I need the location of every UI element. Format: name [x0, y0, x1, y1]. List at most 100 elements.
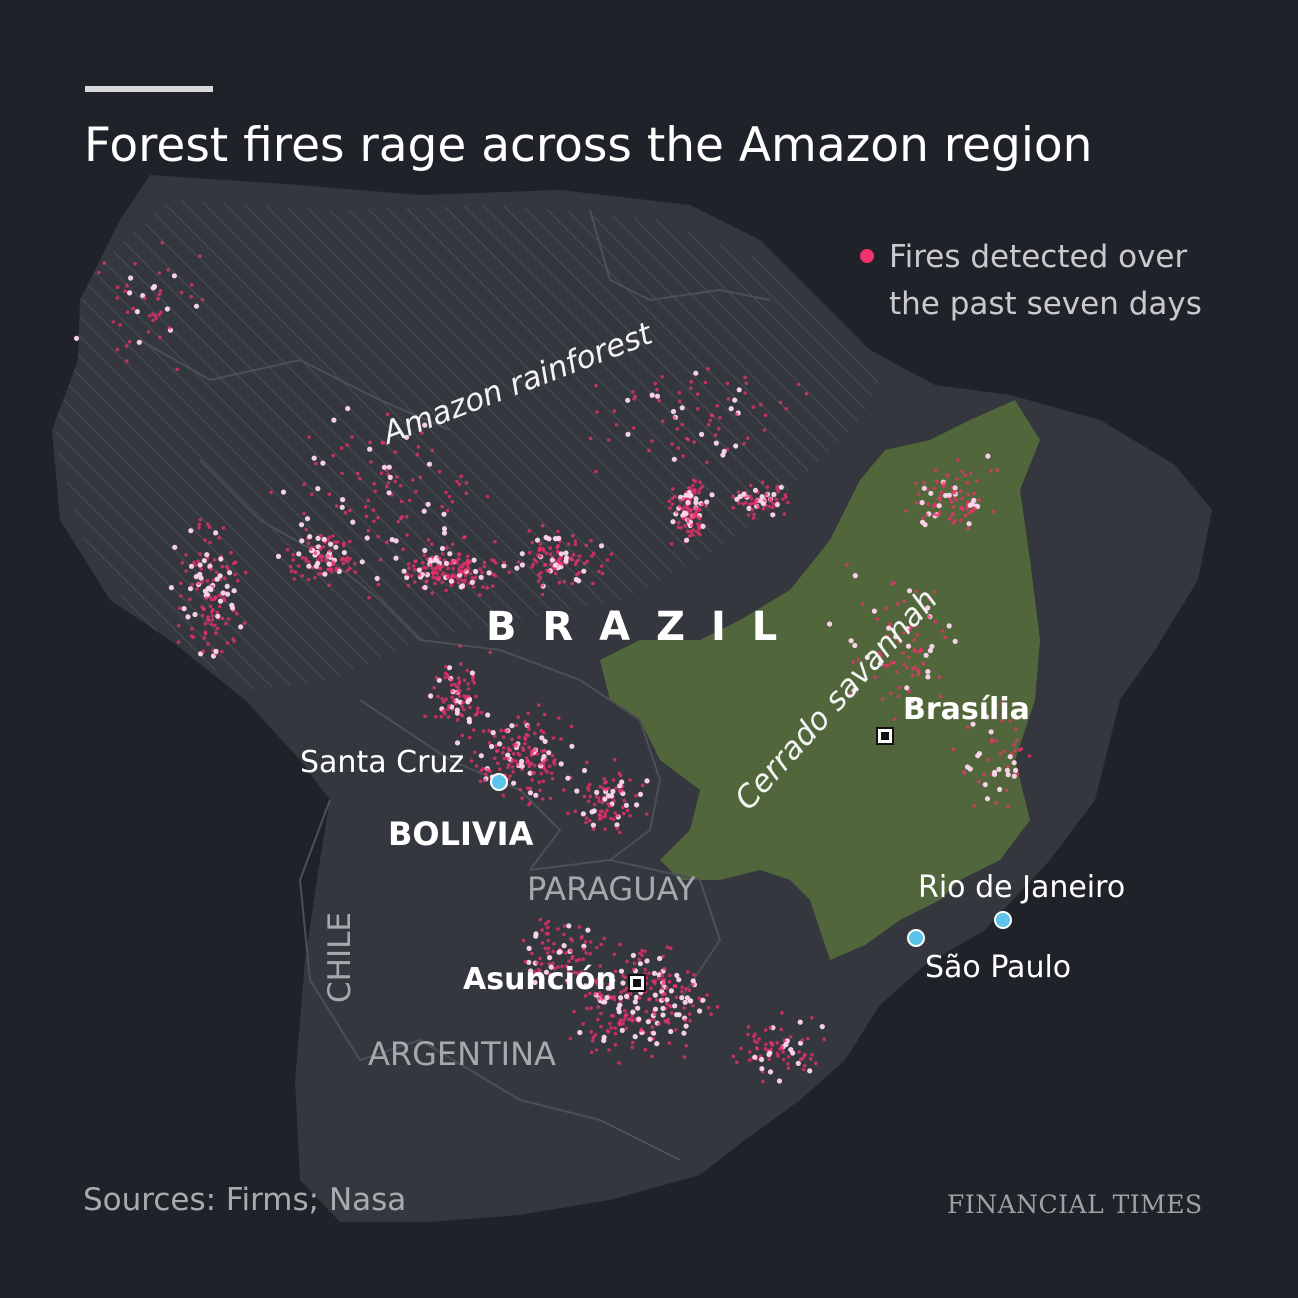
- fire-dot: [551, 949, 555, 954]
- fire-dot: [581, 957, 585, 962]
- fire-dot: [643, 949, 647, 954]
- fire-dot: [460, 704, 465, 709]
- fire-dot: [444, 664, 448, 669]
- fire-dot: [511, 752, 516, 756]
- fire-dot: [864, 654, 870, 661]
- fire-dot: [731, 494, 735, 499]
- fire-dot: [534, 537, 541, 543]
- fire-dot: [801, 1067, 806, 1072]
- fire-dot: [459, 712, 463, 717]
- fire-dot: [359, 559, 365, 565]
- fire-dot: [622, 798, 627, 803]
- fire-dot: [602, 999, 608, 1005]
- fire-dot: [192, 611, 198, 618]
- fire-dot: [692, 515, 696, 519]
- fire-dot: [302, 482, 307, 487]
- fire-dot: [450, 575, 454, 580]
- fire-dot: [905, 643, 912, 649]
- fire-dot: [501, 751, 505, 755]
- fire-dot: [647, 1036, 653, 1042]
- fire-legend-dot-icon: [860, 249, 874, 263]
- fire-dot: [726, 397, 731, 401]
- fire-dot: [694, 529, 699, 534]
- fire-dot: [298, 522, 305, 528]
- fire-dot: [539, 735, 545, 741]
- fire-dot: [497, 741, 503, 747]
- fire-dot: [546, 750, 552, 756]
- fire-dot: [614, 822, 620, 828]
- fire-dot: [548, 562, 553, 567]
- fire-dot: [592, 802, 597, 807]
- fire-dot: [559, 737, 563, 741]
- fire-dot: [759, 1056, 765, 1063]
- fire-dot: [203, 538, 207, 542]
- fire-dot: [434, 714, 438, 719]
- fire-dot: [731, 506, 736, 510]
- fire-dot: [718, 415, 722, 420]
- fire-dot: [672, 416, 677, 420]
- fire-dot: [845, 563, 849, 567]
- fire-dot: [565, 775, 571, 781]
- fire-dot: [757, 1037, 761, 1041]
- fire-dot: [661, 419, 665, 424]
- fire-dot: [763, 1046, 768, 1051]
- fire-dot: [670, 519, 676, 525]
- fire-dot: [693, 479, 697, 484]
- fire-dot: [568, 556, 573, 560]
- fire-dot: [699, 431, 705, 437]
- fire-dot: [318, 566, 323, 571]
- fire-dot: [156, 296, 160, 301]
- fire-dot: [543, 767, 547, 772]
- fire-dot: [603, 811, 608, 816]
- fire-dot: [904, 685, 910, 691]
- fire-dot: [778, 1047, 782, 1051]
- fire-dot: [451, 566, 456, 571]
- fire-dot: [198, 517, 203, 522]
- fire-dot: [637, 957, 642, 962]
- fire-dot: [991, 509, 996, 514]
- fire-dot: [424, 566, 429, 570]
- fire-dot: [466, 694, 471, 699]
- fire-dot: [673, 494, 677, 499]
- fire-dot: [650, 1025, 655, 1029]
- fire-dot: [444, 697, 449, 702]
- fire-dot: [609, 1026, 614, 1030]
- fire-dot: [315, 535, 321, 542]
- fire-dot: [180, 560, 185, 565]
- fire-dot: [599, 942, 603, 947]
- fire-dot: [304, 516, 311, 522]
- fire-dot: [695, 407, 700, 411]
- fire-dot: [752, 1039, 757, 1043]
- fire-dot: [519, 758, 525, 765]
- fire-dot: [547, 764, 552, 768]
- fire-dot: [552, 762, 557, 766]
- fire-dot: [680, 985, 684, 990]
- fire-dot: [584, 816, 589, 820]
- fire-dot: [142, 296, 147, 301]
- fire-dot: [803, 1063, 807, 1068]
- fire-dot: [487, 728, 491, 733]
- fire-dot: [443, 712, 447, 716]
- fire-dot: [774, 497, 778, 502]
- fire-dot: [422, 584, 428, 591]
- fire-dot: [474, 694, 478, 699]
- fire-dot: [550, 972, 556, 979]
- fire-dot: [212, 597, 216, 602]
- fire-dot: [563, 555, 570, 561]
- fire-dot: [393, 555, 399, 561]
- fire-dot: [597, 569, 601, 574]
- fire-dot: [594, 1048, 599, 1052]
- fire-dot: [700, 523, 706, 530]
- fire-dot: [450, 689, 454, 693]
- fire-dot: [356, 471, 360, 476]
- fire-dot: [293, 570, 298, 574]
- fire-dot: [966, 492, 970, 497]
- fire-dot: [995, 468, 1000, 472]
- fire-dot: [630, 952, 637, 959]
- fire-dot: [620, 788, 624, 793]
- fire-dot: [632, 397, 636, 401]
- fire-dot: [807, 1068, 813, 1074]
- fire-dot: [473, 575, 478, 580]
- fire-dot: [968, 471, 973, 476]
- fire-dot: [667, 979, 672, 984]
